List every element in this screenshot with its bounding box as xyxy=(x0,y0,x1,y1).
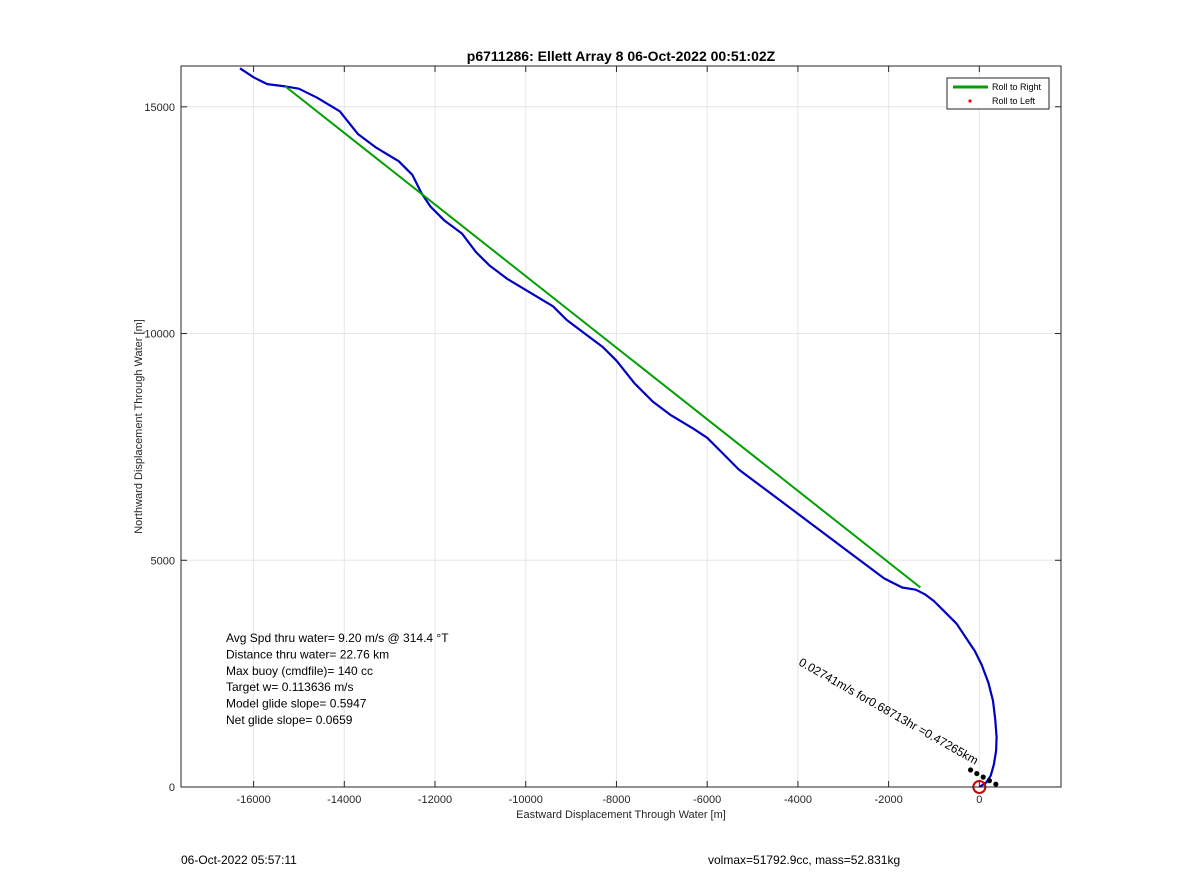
info-line: Model glide slope= 0.5947 xyxy=(226,697,367,711)
series-layer xyxy=(239,67,998,788)
info-text-block: Avg Spd thru water= 9.20 m/s @ 314.4 °T D… xyxy=(226,631,449,727)
info-line: Max buoy (cmdfile)= 140 cc xyxy=(226,664,373,678)
plot-frame xyxy=(180,65,1062,788)
x-tick-label: -10000 xyxy=(509,794,543,806)
footer-mass-info: volmax=51792.9cc, mass=52.831kg xyxy=(708,853,901,867)
legend-label: Roll to Left xyxy=(992,96,1036,106)
chart-title: p6711286: Ellett Array 8 06-Oct-2022 00:… xyxy=(467,48,776,64)
legend: Roll to Right Roll to Left xyxy=(946,77,1050,110)
x-tick-label: -4000 xyxy=(784,794,812,806)
annotation-layer: 0.02741m/s for0.68713hr =0.47265km●●●●● xyxy=(796,655,1003,794)
info-line: Distance thru water= 22.76 km xyxy=(226,647,389,661)
y-tick-label: 0 xyxy=(169,782,175,794)
x-tick-label: -16000 xyxy=(236,794,270,806)
x-tick-label: -8000 xyxy=(602,794,630,806)
y-tick-label: 15000 xyxy=(144,102,175,114)
x-tick-label: -14000 xyxy=(327,794,361,806)
footer-timestamp: 06-Oct-2022 05:57:11 xyxy=(181,853,297,867)
legend-label: Roll to Right xyxy=(992,82,1042,92)
x-tick-label: -12000 xyxy=(418,794,452,806)
x-tick-label: 0 xyxy=(976,794,982,806)
x-tick-label: -2000 xyxy=(875,794,903,806)
info-line: Target w= 0.113636 m/s xyxy=(226,680,354,694)
roll-to-right-line xyxy=(284,85,922,589)
legend-swatch-dot xyxy=(968,99,972,103)
grid-layer xyxy=(181,66,1061,788)
x-tick-label: -6000 xyxy=(693,794,721,806)
x-axis-label: Eastward Displacement Through Water [m] xyxy=(516,809,726,821)
info-line: Avg Spd thru water= 9.20 m/s @ 314.4 °T xyxy=(226,631,449,645)
y-axis-label: Northward Displacement Through Water [m] xyxy=(133,319,145,534)
glider-track-line xyxy=(239,67,998,788)
info-line: Net glide slope= 0.0659 xyxy=(226,713,353,727)
y-tick-label: 5000 xyxy=(151,555,175,567)
legend-box xyxy=(946,77,1050,110)
y-tick-label: 10000 xyxy=(144,329,175,341)
tick-layer: -16000 -14000 -12000 -10000 -8000 -6000 -4000 -… xyxy=(144,66,1061,806)
